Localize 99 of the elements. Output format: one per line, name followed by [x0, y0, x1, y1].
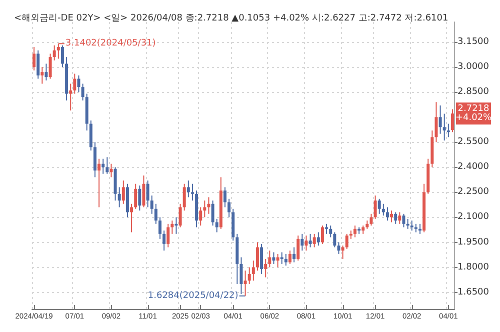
- y-tick-label: 2.1000: [458, 212, 490, 222]
- candlestick: [248, 266, 251, 284]
- candlestick: [386, 206, 389, 222]
- candlestick: [154, 203, 158, 224]
- candlestick: [337, 242, 340, 254]
- candlestick: [110, 163, 113, 178]
- candlestick: [203, 200, 206, 218]
- y-tick-label: 2.5500: [458, 137, 490, 148]
- candlestick: [36, 50, 40, 80]
- candlestick: [300, 233, 304, 252]
- candlestick: [142, 175, 146, 208]
- candlestick: [442, 113, 446, 141]
- candlestick: [174, 216, 178, 234]
- candlestick: [410, 220, 414, 232]
- candlestick: [296, 235, 300, 262]
- candlestick: [166, 223, 170, 248]
- candlestick: [150, 195, 154, 214]
- candlestick: [333, 232, 336, 248]
- candlestick: [106, 156, 109, 174]
- candlestick: [102, 158, 105, 174]
- text: 2.7218 +4.02%: [455, 104, 492, 123]
- candlestick: [81, 83, 84, 101]
- candlestick: [370, 213, 373, 226]
- candlestick: [199, 206, 202, 226]
- candlestick: [353, 225, 356, 238]
- candlestick: [341, 245, 344, 260]
- candlestick: [329, 225, 332, 238]
- candlestick: [89, 120, 92, 151]
- candlestick: [32, 46, 36, 71]
- candlestick: [402, 213, 406, 228]
- annotation: 3.1402(2024/05/31): [65, 38, 156, 49]
- candlestick: [390, 210, 394, 223]
- y-tick-label: 1.8000: [458, 262, 490, 272]
- candlestick: [316, 232, 320, 246]
- candlestick: [378, 198, 381, 214]
- candlestick: [158, 216, 162, 240]
- candlestick: [434, 102, 438, 143]
- y-tick-label: 2.8500: [458, 87, 490, 98]
- candlestick: [276, 253, 280, 268]
- candlestick: [48, 53, 52, 80]
- candlestick: [162, 230, 166, 252]
- candlestick: [207, 196, 210, 214]
- candlestick: [182, 183, 186, 212]
- candlestick: [394, 212, 398, 224]
- candlestick: [122, 180, 125, 204]
- y-tick-label: 2.2500: [458, 187, 490, 198]
- candlestick: [264, 258, 268, 278]
- candlestick: [446, 123, 450, 138]
- candlestick: [40, 66, 44, 84]
- candlestick: [268, 250, 272, 268]
- candlestick: [178, 203, 182, 228]
- candlestick: [406, 218, 410, 230]
- candlestick: [190, 183, 194, 202]
- candlestick: [450, 108, 454, 133]
- candlestick: [374, 195, 377, 220]
- candlestick: [130, 203, 134, 233]
- y-tick-label: 1.6500: [458, 287, 490, 298]
- candlestick: [186, 180, 190, 198]
- candlestick: [438, 104, 442, 134]
- candlestick: [77, 74, 80, 93]
- y-tick-label: 2.4000: [458, 162, 490, 172]
- candlestick: [418, 223, 422, 234]
- candlestick: [244, 270, 247, 296]
- candlestick: [260, 243, 264, 274]
- candlestick: [252, 260, 255, 282]
- candlestick: [44, 63, 48, 81]
- y-tick-label: 1.9500: [458, 237, 490, 248]
- candlestick: [52, 44, 56, 61]
- candlestick: [272, 252, 276, 264]
- candlestick: [211, 200, 214, 226]
- candlestick: [146, 180, 150, 208]
- candlestick: [69, 83, 72, 111]
- candlestick: [215, 218, 218, 233]
- candlestick: [170, 220, 174, 234]
- candlestick: [73, 73, 76, 94]
- annotation: 1.6284(2025/04/22): [148, 290, 238, 301]
- candlestick: [280, 252, 284, 264]
- candlestick: [256, 242, 259, 272]
- candlestick: [345, 233, 348, 250]
- candlestick: [284, 253, 288, 266]
- candlestick: [223, 186, 226, 208]
- y-tick-label: 3.1500: [458, 37, 490, 48]
- candlestick: [138, 185, 142, 212]
- candlestick: [382, 203, 385, 216]
- candlestick: [93, 142, 96, 178]
- candlestick: [292, 246, 296, 263]
- candlestick: [312, 233, 316, 248]
- candlestick: [228, 198, 231, 218]
- candlestick: [308, 233, 312, 248]
- y-tick-label: 3.0000: [458, 62, 490, 72]
- chart-title: <해외금리-DE 02Y> <일> 2026/04/08 종:2.7218 ▲0.1053 +4.02% 시:2.6227 고:2.7472 저:2.6101: [14, 14, 448, 24]
- candlestick: [325, 223, 328, 234]
- candlestick: [320, 225, 324, 244]
- candlestick: [134, 183, 138, 210]
- candlestick: [398, 212, 402, 224]
- candlestick: [98, 158, 101, 208]
- candlestick: [288, 250, 292, 264]
- candlestick: [118, 186, 121, 208]
- candlestick: [304, 235, 308, 252]
